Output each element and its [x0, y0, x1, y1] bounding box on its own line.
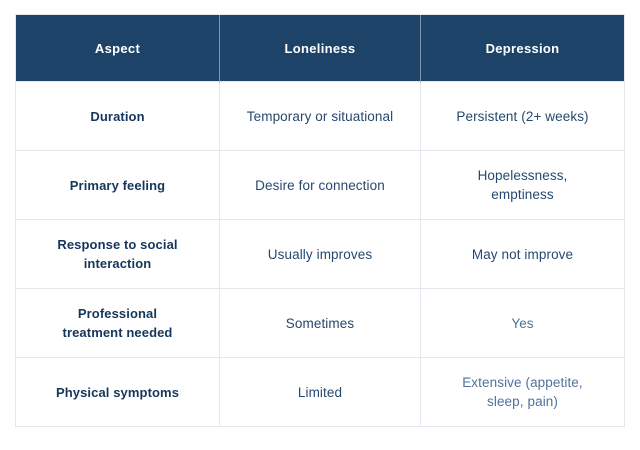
cell-depression-treatment: Yes — [420, 288, 625, 358]
table-row: Duration Temporary or situational Persis… — [15, 81, 625, 151]
table-header: Aspect Loneliness Depression — [15, 14, 625, 82]
table-row: Professional treatment needed Sometimes … — [15, 288, 625, 358]
row-label-duration: Duration — [15, 81, 220, 151]
cell-loneliness-physical-symptoms: Limited — [219, 357, 421, 427]
cell-depression-physical-symptoms: Extensive (appetite, sleep, pain) — [420, 357, 625, 427]
cell-loneliness-primary-feeling: Desire for connection — [219, 150, 421, 220]
row-label-social-response: Response to social interaction — [15, 219, 220, 289]
column-header-depression: Depression — [420, 14, 625, 82]
loneliness-vs-depression-table: Aspect Loneliness Depression Duration Te… — [15, 14, 625, 427]
row-label-treatment: Professional treatment needed — [15, 288, 220, 358]
cell-loneliness-social-response: Usually improves — [219, 219, 421, 289]
cell-depression-primary-feeling: Hopelessness, emptiness — [420, 150, 625, 220]
row-label-physical-symptoms: Physical symptoms — [15, 357, 220, 427]
cell-loneliness-duration: Temporary or situational — [219, 81, 421, 151]
cell-depression-duration: Persistent (2+ weeks) — [420, 81, 625, 151]
header-row: Aspect Loneliness Depression — [15, 14, 625, 82]
table-row: Primary feeling Desire for connection Ho… — [15, 150, 625, 220]
table-row: Response to social interaction Usually i… — [15, 219, 625, 289]
column-header-loneliness: Loneliness — [219, 14, 421, 82]
cell-loneliness-treatment: Sometimes — [219, 288, 421, 358]
column-header-aspect: Aspect — [15, 14, 220, 82]
table-row: Physical symptoms Limited Extensive (app… — [15, 357, 625, 427]
comparison-table-container: Aspect Loneliness Depression Duration Te… — [15, 14, 625, 427]
table-body: Duration Temporary or situational Persis… — [15, 81, 625, 427]
cell-depression-social-response: May not improve — [420, 219, 625, 289]
row-label-primary-feeling: Primary feeling — [15, 150, 220, 220]
